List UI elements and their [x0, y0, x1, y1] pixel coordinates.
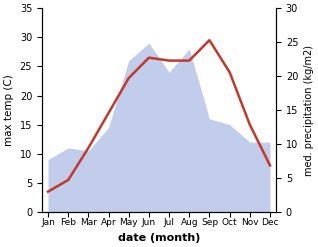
Y-axis label: med. precipitation (kg/m2): med. precipitation (kg/m2) — [304, 45, 314, 176]
Y-axis label: max temp (C): max temp (C) — [4, 74, 14, 146]
X-axis label: date (month): date (month) — [118, 233, 200, 243]
